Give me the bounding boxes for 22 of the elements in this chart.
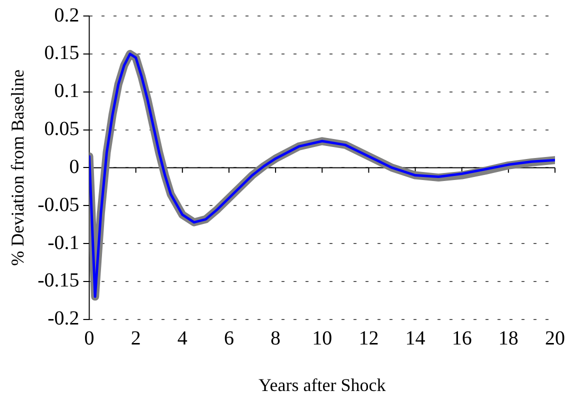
x-tick-label: 18	[498, 328, 518, 350]
y-tick-label: 0.1	[54, 80, 80, 102]
x-tick-label: 12	[358, 328, 379, 350]
x-tick-label: 20	[545, 328, 565, 350]
x-tick-label: 4	[177, 328, 188, 350]
x-tick-label: 14	[405, 328, 426, 350]
y-tick-label: 0.2	[54, 4, 80, 26]
y-tick-label: -0.15	[38, 270, 80, 292]
y-tick-label: -0.1	[48, 232, 80, 254]
x-axis-title: Years after Shock	[258, 374, 386, 395]
x-tick-label: 2	[130, 328, 141, 350]
y-tick-label: 0.15	[44, 42, 80, 64]
x-tick-label: 0	[84, 328, 94, 350]
y-tick-label: -0.05	[38, 194, 80, 216]
y-axis-title: % Deviation from Baseline	[8, 69, 28, 266]
y-tick-label: -0.2	[48, 308, 80, 330]
x-tick-label: 8	[270, 328, 281, 350]
x-tick-label: 10	[312, 328, 332, 350]
y-tick-label: 0.05	[44, 118, 80, 140]
x-tick-label: 16	[452, 328, 472, 350]
x-tick-label: 6	[224, 328, 234, 350]
y-tick-label: 0	[69, 156, 80, 178]
